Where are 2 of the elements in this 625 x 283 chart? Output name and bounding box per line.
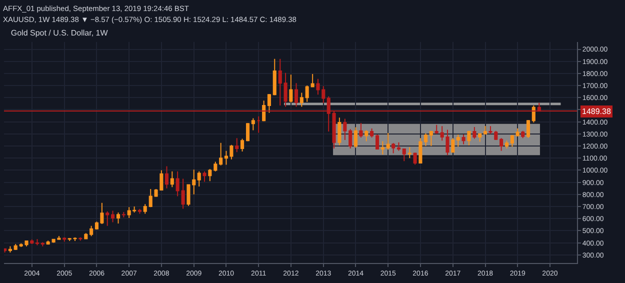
- chart-title: Gold Spot / U.S. Dollar, 1W: [10, 28, 108, 38]
- ref-line-label: 1489.38: [582, 107, 612, 116]
